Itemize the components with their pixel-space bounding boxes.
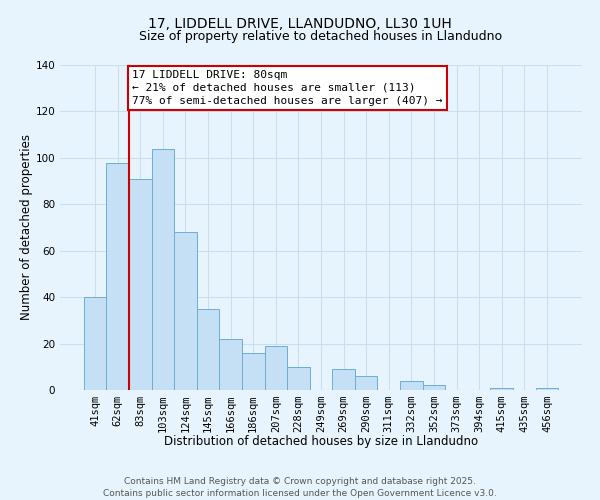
Bar <box>400 380 422 390</box>
Bar <box>536 388 558 390</box>
Bar <box>265 346 287 390</box>
Bar <box>220 339 242 390</box>
Bar <box>106 162 129 390</box>
Bar <box>129 179 152 390</box>
Bar <box>287 367 310 390</box>
Bar <box>174 232 197 390</box>
Bar <box>490 388 513 390</box>
Bar <box>242 353 265 390</box>
Text: 17, LIDDELL DRIVE, LLANDUDNO, LL30 1UH: 17, LIDDELL DRIVE, LLANDUDNO, LL30 1UH <box>148 18 452 32</box>
X-axis label: Distribution of detached houses by size in Llandudno: Distribution of detached houses by size … <box>164 435 478 448</box>
Bar <box>152 148 174 390</box>
Bar <box>197 309 220 390</box>
Text: 17 LIDDELL DRIVE: 80sqm
← 21% of detached houses are smaller (113)
77% of semi-d: 17 LIDDELL DRIVE: 80sqm ← 21% of detache… <box>133 70 443 106</box>
Title: Size of property relative to detached houses in Llandudno: Size of property relative to detached ho… <box>139 30 503 43</box>
Bar <box>84 297 106 390</box>
Bar <box>332 369 355 390</box>
Bar <box>422 386 445 390</box>
Y-axis label: Number of detached properties: Number of detached properties <box>20 134 32 320</box>
Bar <box>355 376 377 390</box>
Text: Contains HM Land Registry data © Crown copyright and database right 2025.
Contai: Contains HM Land Registry data © Crown c… <box>103 476 497 498</box>
